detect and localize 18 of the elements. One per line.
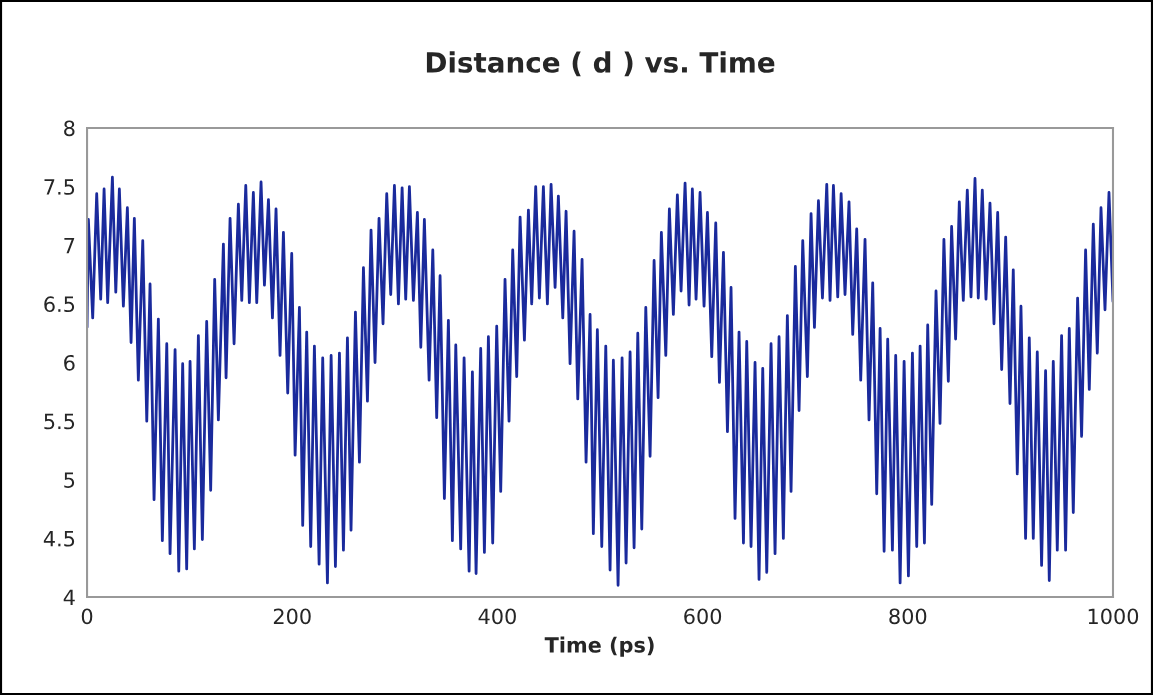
y-tick-label: 8 [64,120,75,137]
x-tick-label: 600 [684,608,722,625]
x-tick-label: 200 [273,608,311,625]
y-tick-label: 7 [64,237,75,254]
x-tick-label: 0 [81,608,93,625]
x-tick-label: 800 [889,608,927,625]
line-series [87,175,1113,587]
chart-title: Distance ( d ) vs. Time [426,51,775,77]
y-tick-label: 7.5 [44,179,75,195]
y-tick-label: 5.5 [44,413,75,430]
y-tick-label: 4 [63,589,75,605]
y-tick-label: 4.5 [43,531,75,547]
x-axis-title: Time (ps) [544,636,654,657]
x-tick-label: 400 [478,608,516,625]
y-tick-label: 6 [64,354,75,371]
y-tick-label: 6.5 [44,296,75,313]
x-tick-label: 1000 [1088,608,1139,625]
y-tick-label: 5 [64,472,75,488]
